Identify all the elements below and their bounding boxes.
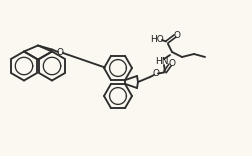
Text: O: O: [173, 31, 180, 39]
Text: HO: HO: [150, 34, 164, 44]
Text: HN: HN: [155, 56, 169, 66]
Text: O: O: [152, 70, 160, 78]
Text: O: O: [56, 48, 64, 57]
Text: O: O: [169, 59, 175, 68]
